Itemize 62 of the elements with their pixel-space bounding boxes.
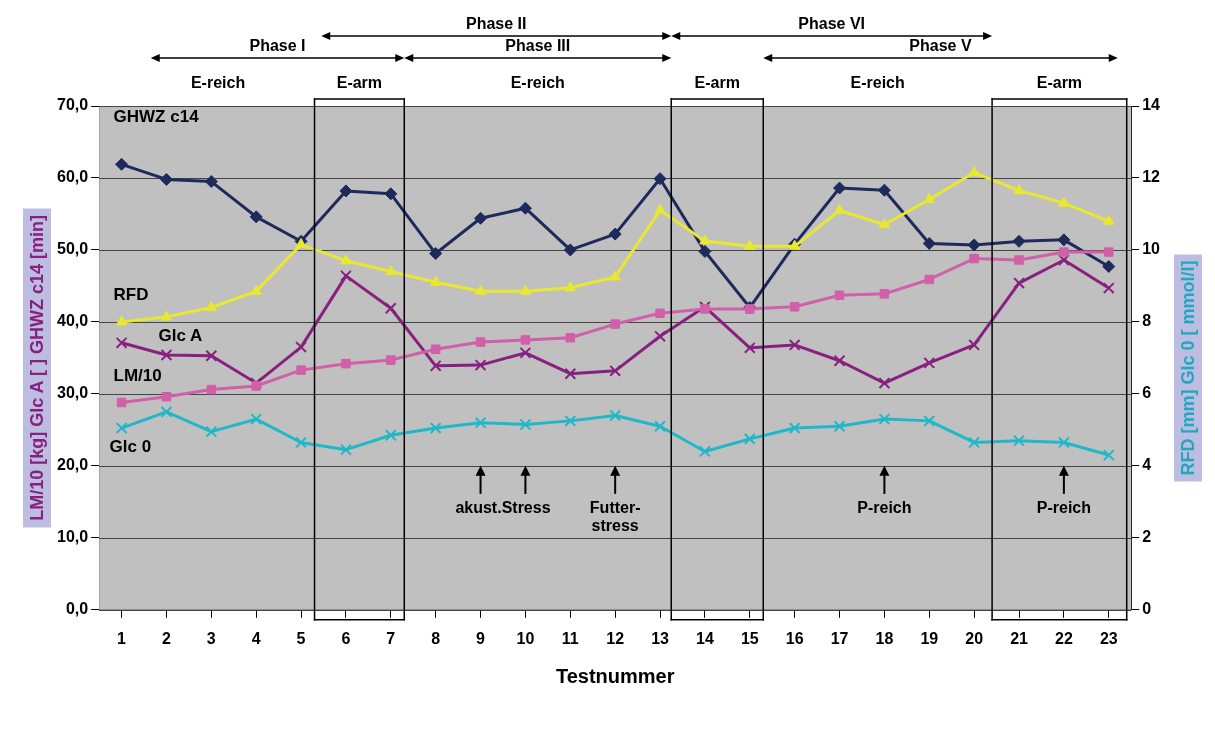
y2-tick-label: 12	[1142, 168, 1161, 186]
annotation: akust.Stress	[455, 498, 551, 517]
x-tick-label: 8	[431, 629, 441, 647]
y2-tick-label: 10	[1142, 240, 1161, 258]
x-tick-label: 19	[920, 629, 939, 647]
y2-tick-label: 0	[1142, 600, 1152, 618]
text: E-reich	[850, 74, 905, 92]
series-label: Glc A	[158, 326, 203, 346]
y-tick-label: 60,0	[57, 168, 89, 186]
series-label: GHWZ c14	[113, 107, 200, 127]
y-tick-label: 50,0	[57, 240, 89, 258]
x-tick-label: 23	[1099, 629, 1118, 647]
y2-tick-label: 2	[1142, 528, 1152, 546]
x-tick-label: 4	[251, 629, 261, 647]
x-tick-label: 10	[516, 629, 535, 647]
text: E-arm	[694, 74, 740, 92]
y-tick-label: 70,0	[57, 96, 89, 114]
text: E-reich	[510, 74, 565, 92]
y-tick-label: 30,0	[57, 384, 89, 402]
x-tick-label: 22	[1055, 629, 1073, 647]
y2-tick-label: 14	[1142, 96, 1161, 114]
annotation: P-reich	[1036, 498, 1092, 517]
x-tick-label: 2	[162, 629, 171, 647]
y-tick-label: 40,0	[57, 312, 89, 330]
y2-tick-label: 4	[1142, 456, 1152, 474]
text: Phase VI	[798, 15, 866, 33]
text: E-arm	[1036, 74, 1083, 92]
x-tick-label: 12	[606, 629, 625, 647]
x-tick-label: 5	[296, 629, 306, 647]
x-axis-title: Testnummer	[555, 664, 675, 687]
x-tick-label: 17	[830, 629, 849, 647]
y2-axis-title: RFD [mm] Glc 0 [ mmol/l]	[1177, 260, 1198, 476]
y-axis-title: LM/10 [kg] Glc A [ ] GHWZ c14 [min]	[26, 215, 47, 521]
text: Phase III	[505, 37, 571, 55]
annotation: Futter- stress	[589, 498, 641, 535]
x-tick-label: 21	[1010, 629, 1029, 647]
x-tick-label: 1	[117, 629, 127, 647]
y2-tick-label: 6	[1142, 384, 1152, 402]
x-tick-label: 15	[740, 629, 759, 647]
annotation: P-reich	[857, 498, 912, 517]
x-tick-label: 11	[561, 629, 579, 647]
text: Phase V	[909, 37, 972, 55]
x-tick-label: 13	[651, 629, 670, 647]
text: E-arm	[336, 74, 383, 92]
x-tick-label: 14	[696, 629, 714, 647]
text: Phase I	[249, 37, 306, 55]
y-tick-label: 0,0	[65, 600, 89, 618]
x-tick-label: 20	[965, 629, 984, 647]
x-tick-label: 18	[875, 629, 894, 647]
y2-tick-label: 8	[1142, 312, 1152, 330]
text: Phase II	[466, 15, 527, 33]
x-tick-label: 9	[476, 629, 486, 647]
series-label: RFD	[113, 284, 149, 304]
x-tick-label: 3	[206, 629, 216, 647]
text: E-reich	[190, 74, 246, 92]
x-tick-label: 7	[386, 629, 396, 647]
y-tick-label: 10,0	[57, 528, 89, 546]
y-tick-label: 20,0	[57, 456, 89, 474]
series-label: LM/10	[113, 365, 162, 385]
x-tick-label: 6	[341, 629, 351, 647]
x-tick-label: 16	[785, 629, 804, 647]
series-label: Glc 0	[109, 437, 152, 457]
